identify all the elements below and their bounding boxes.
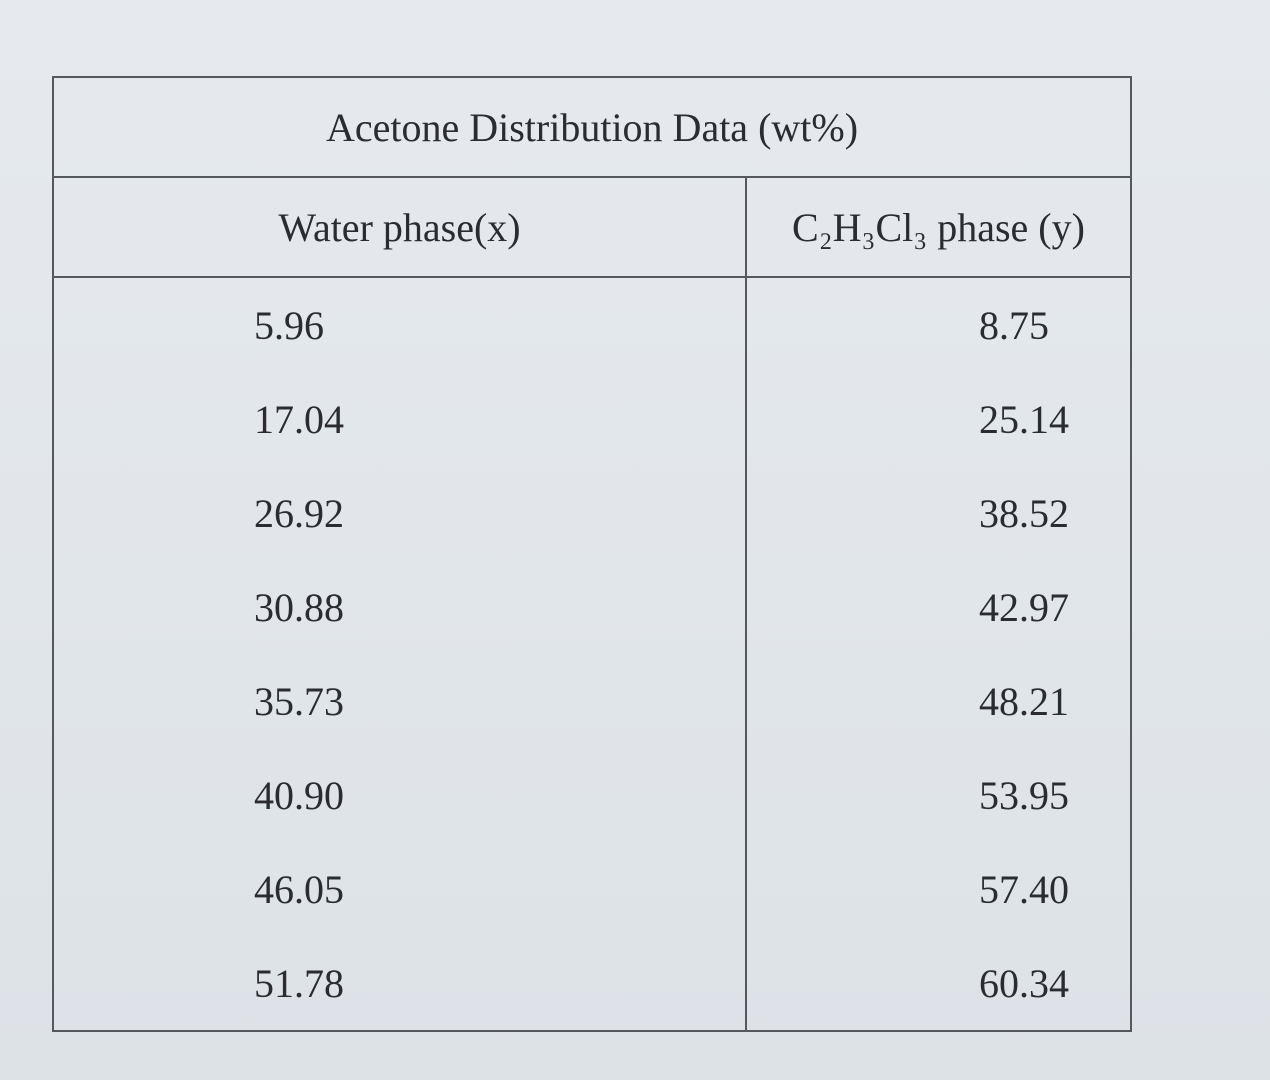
data-row: 17.04 25.14 — [53, 372, 1131, 466]
data-row: 40.90 53.95 — [53, 748, 1131, 842]
water-phase-value: 35.73 — [53, 654, 747, 748]
solvent-phase-value: 8.75 — [979, 302, 1049, 348]
distribution-table: Acetone Distribution Data (wt%) Water ph… — [52, 76, 1132, 1032]
table-body: 5.96 8.75 17.04 25.14 26.92 38.52 30.88 42.97 35… — [53, 277, 1131, 1031]
column-header: C₂H₃Cl₃ phase (y) — [746, 177, 1131, 278]
solvent-phase-value: 42.97 — [979, 584, 1069, 630]
title-row: Acetone Distribution Data (wt%) — [53, 77, 1131, 178]
data-row: 51.78 60.34 — [53, 936, 1131, 1031]
water-phase-value: 30.88 — [53, 560, 747, 654]
column-header: Water phase(x) — [53, 177, 747, 278]
solvent-phase-value: 57.40 — [979, 866, 1069, 912]
solvent-phase-value: 38.52 — [979, 490, 1069, 536]
water-phase-value: 40.90 — [53, 748, 747, 842]
data-row: 35.73 48.21 — [53, 654, 1131, 748]
water-phase-value: 26.92 — [53, 466, 747, 560]
water-phase-value: 17.04 — [53, 372, 747, 466]
solvent-phase-value: 25.14 — [979, 396, 1069, 442]
data-row: 26.92 38.52 — [53, 466, 1131, 560]
table-title: Acetone Distribution Data (wt%) — [53, 77, 1131, 178]
solvent-phase-value: 48.21 — [979, 678, 1069, 724]
water-phase-value: 5.96 — [53, 277, 747, 372]
table-head: Acetone Distribution Data (wt%) Water ph… — [53, 77, 1131, 278]
header-row: Water phase(x) C₂H₃Cl₃ phase (y) — [53, 177, 1131, 278]
data-row: 30.88 42.97 — [53, 560, 1131, 654]
water-phase-value: 46.05 — [53, 842, 747, 936]
solvent-phase-value: 60.34 — [979, 960, 1069, 1006]
solvent-phase-value: 53.95 — [979, 772, 1069, 818]
water-phase-value: 51.78 — [53, 936, 747, 1031]
data-row: 5.96 8.75 — [53, 277, 1131, 372]
data-row: 46.05 57.40 — [53, 842, 1131, 936]
